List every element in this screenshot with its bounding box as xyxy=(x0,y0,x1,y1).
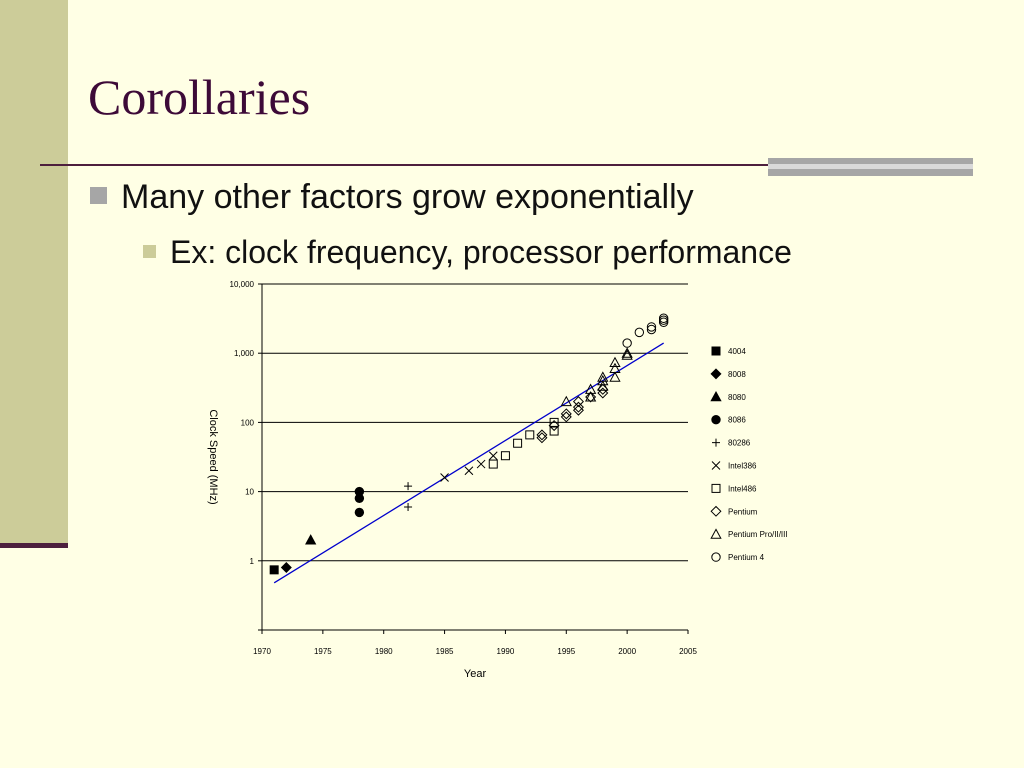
y-tick-label: 1,000 xyxy=(234,349,255,358)
data-point-pentium-pro-ii-iii xyxy=(597,371,609,382)
data-point-intel486 xyxy=(549,426,559,436)
legend-label-8086: 8086 xyxy=(728,416,746,425)
data-point-intel486 xyxy=(525,430,535,440)
legend-label-intel486: Intel486 xyxy=(728,484,757,493)
data-point-pentium xyxy=(585,391,597,403)
data-point-pentium xyxy=(560,411,572,423)
data-point-pentium-pro-ii-iii xyxy=(609,362,621,374)
x-tick-label: 2000 xyxy=(618,647,636,656)
data-point-pentium xyxy=(560,408,572,420)
legend-label-pentium-pro-ii-iii: Pentium Pro/II/III xyxy=(728,530,788,539)
data-point-pentium xyxy=(572,401,584,413)
data-point-intel486 xyxy=(488,459,498,469)
data-point-4004 xyxy=(269,565,279,575)
data-point-pentium xyxy=(597,383,609,395)
x-tick-label: 1995 xyxy=(557,647,575,656)
x-axis-title: Year xyxy=(464,668,487,680)
legend-label-8008: 8008 xyxy=(728,370,746,379)
y-tick-label: 100 xyxy=(241,418,255,427)
x-tick-label: 1970 xyxy=(253,647,271,656)
data-point-pentium-pro-ii-iii xyxy=(584,391,597,402)
legend-marker-4004 xyxy=(711,346,721,356)
data-point-pentium-4 xyxy=(646,324,657,335)
data-point-intel486 xyxy=(500,451,510,461)
data-point-pentium-pro-ii-iii xyxy=(621,349,633,360)
data-point-intel386 xyxy=(488,451,498,461)
data-point-pentium-pro-ii-iii xyxy=(597,380,609,391)
clock-speed-chart: 1 10 100 1,000 10,000 1970 1975 1980 1985 1990 199… xyxy=(207,280,788,680)
data-point-pentium-pro-ii-iii xyxy=(621,347,633,358)
side-band-accent xyxy=(0,543,68,548)
legend-marker-pentium-pro-ii-iii xyxy=(710,528,722,539)
legend-label-80286: 80286 xyxy=(728,439,751,448)
x-tick-label: 1980 xyxy=(375,647,393,656)
bullet-2-text: Ex: clock frequency, processor performan… xyxy=(170,234,792,270)
bullet-square-icon xyxy=(90,187,107,204)
legend-label-8080: 8080 xyxy=(728,393,746,402)
data-point-8086 xyxy=(354,486,365,497)
x-tick-label: 2005 xyxy=(679,647,697,656)
slide-title: Corollaries xyxy=(88,69,311,125)
legend-marker-intel486 xyxy=(711,483,721,493)
data-point-8008 xyxy=(280,561,292,574)
data-point-80286 xyxy=(404,502,413,511)
legend-label-4004: 4004 xyxy=(728,347,746,356)
y-axis-title: Clock Speed (MHz) xyxy=(207,409,219,504)
data-point-8086 xyxy=(354,507,365,518)
legend-label-pentium: Pentium xyxy=(728,507,758,516)
data-point-pentium-pro-ii-iii xyxy=(609,371,621,382)
legend-marker-8008 xyxy=(710,368,722,380)
data-point-pentium-4 xyxy=(634,327,645,338)
legend-label-pentium-4: Pentium 4 xyxy=(728,553,765,562)
data-point-pentium-pro-ii-iii xyxy=(560,395,572,407)
legend-marker-80286 xyxy=(712,438,720,447)
bullet-level-2: Ex: clock frequency, processor performan… xyxy=(143,234,792,271)
bullet-level-1: Many other factors grow exponentially xyxy=(90,178,694,217)
trend-line xyxy=(273,342,664,584)
side-band xyxy=(0,0,68,548)
bullet-square-icon xyxy=(143,245,156,258)
data-point-pentium xyxy=(548,420,560,432)
data-point-pentium-pro-ii-iii xyxy=(584,383,597,394)
x-tick-label: 1990 xyxy=(497,647,515,656)
legend-label-intel386: Intel386 xyxy=(728,462,757,471)
y-tick-label: 1 xyxy=(250,557,255,566)
title-rule-block xyxy=(768,158,973,178)
y-tick-label: 10,000 xyxy=(230,280,255,289)
x-tick-label: 1975 xyxy=(314,647,332,656)
data-point-pentium xyxy=(536,429,548,441)
legend-marker-pentium xyxy=(710,505,722,517)
data-point-80286 xyxy=(404,482,413,491)
data-point-intel386 xyxy=(476,459,486,469)
data-point-intel386 xyxy=(440,473,449,482)
data-point-pentium-pro-ii-iii xyxy=(609,356,621,368)
data-point-pentium-4 xyxy=(658,313,669,323)
title-rule xyxy=(40,164,772,166)
data-point-intel386 xyxy=(464,466,474,476)
bullet-1-text: Many other factors grow exponentially xyxy=(121,178,694,216)
x-tick-label: 1985 xyxy=(436,647,454,656)
data-point-pentium-4 xyxy=(622,338,632,348)
data-point-pentium xyxy=(597,387,609,399)
data-point-pentium-4 xyxy=(658,315,669,325)
legend-marker-pentium-4 xyxy=(711,552,721,562)
data-point-intel486 xyxy=(513,438,523,448)
legend-marker-8080 xyxy=(710,390,722,402)
data-point-pentium-4 xyxy=(646,322,657,332)
data-point-pentium xyxy=(572,396,584,408)
y-tick-label: 10 xyxy=(245,488,254,497)
data-point-pentium xyxy=(536,432,548,444)
data-point-pentium-pro-ii-iii xyxy=(597,374,609,386)
data-point-8080 xyxy=(305,534,317,545)
legend-marker-8086 xyxy=(711,415,721,425)
data-point-intel486 xyxy=(549,417,559,427)
legend-marker-intel386 xyxy=(711,461,721,470)
